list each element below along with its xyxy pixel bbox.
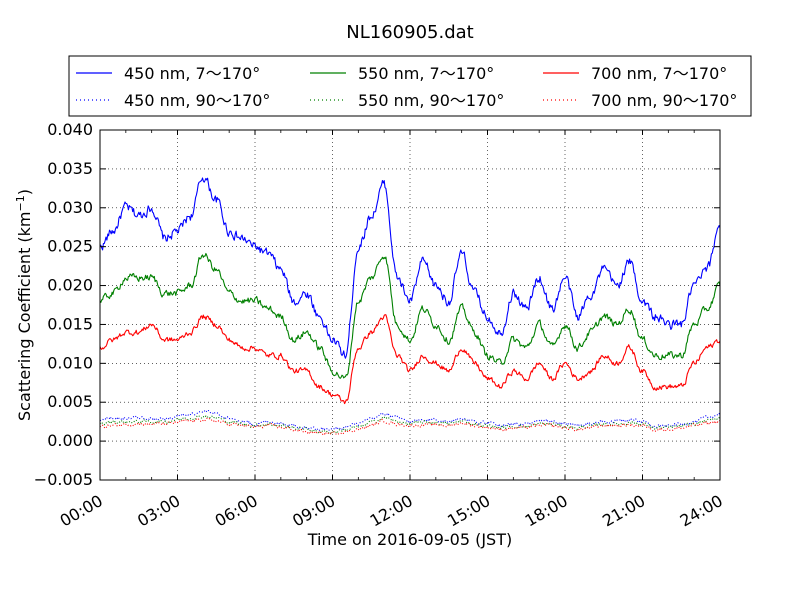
legend-entries: 450 nm, 7～170° 550 nm, 7～170° 700 nm, 7～17… xyxy=(76,64,737,110)
ticks-layer xyxy=(99,129,721,481)
y-tick-label: 0.015 xyxy=(47,314,93,333)
legend-label: 700 nm, 90～170° xyxy=(591,91,737,110)
chart-title: NL160905.dat xyxy=(346,22,473,43)
legend-label: 550 nm, 7～170° xyxy=(358,64,494,83)
y-axis-label-superscript: −1 xyxy=(14,195,27,211)
y-tick-label: 0.035 xyxy=(47,159,93,178)
legend: 450 nm, 7～170° 550 nm, 7～170° 700 nm, 7～17… xyxy=(68,55,752,117)
y-axis-label-close: ) xyxy=(15,189,34,195)
series-layer xyxy=(100,177,720,436)
x-axis-label: Time on 2016-09-05 (JST) xyxy=(307,530,512,549)
legend-label: 700 nm, 7～170° xyxy=(591,64,727,83)
y-tick-label: 0.020 xyxy=(47,276,93,295)
legend-label: 450 nm, 90～170° xyxy=(124,91,270,110)
series-line-1 xyxy=(100,409,720,431)
legend-label: 450 nm, 7～170° xyxy=(124,64,260,83)
y-tick-labels: −0.005 0.000 0.005 0.010 0.015 0.020 0.025 0.03… xyxy=(34,120,93,489)
y-tick-label: 0.025 xyxy=(47,237,93,256)
y-axis-label-text: Scattering Coefficient (km xyxy=(15,211,34,421)
series-line-0 xyxy=(100,177,720,359)
series-line-3 xyxy=(100,414,720,434)
y-tick-label: 0.010 xyxy=(47,353,93,372)
y-tick-label: −0.005 xyxy=(34,470,93,489)
legend-label: 550 nm, 90～170° xyxy=(358,91,504,110)
y-tick-label: 0.030 xyxy=(47,198,93,217)
plot-background xyxy=(100,130,720,480)
series-line-2 xyxy=(100,252,720,379)
y-axis-label: Scattering Coefficient (km−1) xyxy=(14,189,34,421)
y-tick-label: 0.040 xyxy=(47,120,93,139)
legend-box xyxy=(68,55,752,117)
series-line-4 xyxy=(100,314,720,405)
y-tick-label: 0.000 xyxy=(47,431,93,450)
y-tick-label: 0.005 xyxy=(47,392,93,411)
